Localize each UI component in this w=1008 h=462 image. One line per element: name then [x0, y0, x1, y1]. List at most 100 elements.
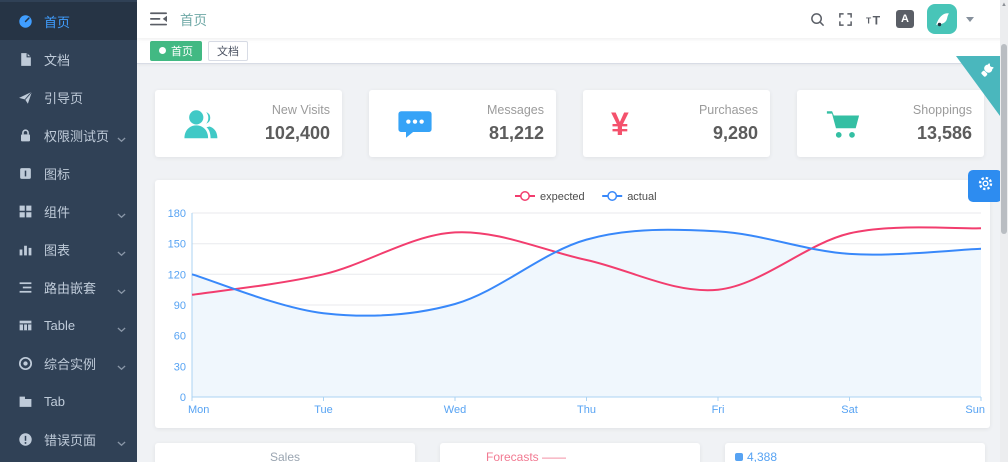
component-icon [18, 204, 33, 219]
sidebar-item-label: 文档 [44, 52, 71, 68]
tags-bar: 首页 文档 [137, 38, 1008, 64]
svg-text:actual: actual [627, 191, 656, 203]
chevron-down-icon [117, 435, 126, 450]
example-icon [18, 356, 33, 371]
stat-card-4[interactable]: Shoppings 13,586 [797, 90, 984, 157]
svg-text:150: 150 [168, 239, 186, 251]
people-icon [183, 108, 219, 140]
icons-icon [18, 166, 33, 181]
bottom-cards-row: Sales Forecasts —— 4,388 [155, 443, 1008, 462]
hamburger-icon[interactable] [137, 12, 180, 26]
bottom-card-1[interactable]: Sales [155, 443, 415, 462]
github-cat-icon[interactable] [977, 62, 996, 86]
bottom-card-text: Forecasts —— [440, 450, 700, 462]
svg-text:Tue: Tue [314, 404, 333, 416]
guide-icon [18, 90, 33, 105]
svg-text:Thu: Thu [577, 404, 596, 416]
money-yen-icon: ¥ [611, 105, 629, 142]
stat-card-value: 81,212 [488, 123, 544, 143]
stat-card-1[interactable]: New Visits 102,400 [155, 90, 342, 157]
github-ribbon[interactable] [956, 56, 1000, 116]
stat-card-label: Messages [487, 103, 544, 117]
stat-card-text: Purchases 9,280 [699, 103, 770, 144]
avatar[interactable] [927, 4, 957, 34]
legend-marker [735, 453, 743, 461]
sidebar-item-label: 路由嵌套 [44, 280, 97, 296]
stat-card-3[interactable]: ¥ Purchases 9,280 [583, 90, 770, 157]
language-icon[interactable]: A [896, 10, 914, 28]
error-page-icon [18, 432, 33, 447]
line-chart-card: 0 30 60 90 120 150 180 Mon Tue Wed Thu Fri Sat Sun exp… [155, 180, 990, 428]
svg-text:T: T [873, 13, 881, 26]
settings-button[interactable] [968, 170, 1002, 202]
stat-card-label: Purchases [698, 103, 758, 117]
bottom-card-3[interactable]: 4,388 [725, 443, 985, 462]
fullscreen-icon[interactable] [838, 12, 853, 27]
stat-card-value: 13,586 [916, 123, 972, 143]
scrollbar-thumb[interactable] [1001, 44, 1007, 234]
sidebar-item-5[interactable]: 图标 [0, 154, 137, 192]
breadcrumb[interactable]: 首页 [180, 13, 207, 28]
sidebar-item-label: 权限测试页 [44, 128, 110, 144]
sidebar-item-2[interactable]: 文档 [0, 40, 137, 78]
stat-card-text: New Visits 102,400 [265, 103, 342, 144]
svg-text:180: 180 [168, 208, 186, 220]
sidebar-item-4[interactable]: 权限测试页 [0, 116, 137, 154]
svg-text:Fri: Fri [712, 404, 725, 416]
stat-card-value: 9,280 [712, 123, 758, 143]
chart-icon [18, 242, 33, 257]
tag-1[interactable]: 首页 [150, 40, 202, 61]
tag-label: 首页 [171, 45, 193, 58]
caret-down-icon[interactable] [966, 16, 974, 22]
svg-text:Sun: Sun [965, 404, 985, 416]
sidebar-item-3[interactable]: 引导页 [0, 78, 137, 116]
bottom-card-2[interactable]: Forecasts —— [440, 443, 700, 462]
sidebar-item-9[interactable]: Table [0, 306, 137, 344]
svg-text:expected: expected [540, 191, 585, 203]
stat-cards-row: New Visits 102,400 Messages 81,212 ¥ Purchase… [155, 90, 1008, 157]
scroll-up-arrow[interactable]: ▲ [1001, 2, 1007, 8]
dashboard-icon [18, 14, 33, 29]
search-icon[interactable] [810, 12, 825, 27]
stat-card-text: Messages 81,212 [487, 103, 556, 144]
bottom-card-label: Forecasts —— [486, 450, 567, 462]
svg-text:120: 120 [168, 269, 186, 281]
sidebar-item-12[interactable]: 错误页面 [0, 420, 137, 458]
svg-text:Sat: Sat [841, 404, 858, 416]
sidebar-item-label: 图表 [44, 242, 71, 258]
sidebar-item-6[interactable]: 组件 [0, 192, 137, 230]
chevron-down-icon [117, 245, 126, 260]
sidebar-item-13[interactable]: 错误日志 [0, 458, 137, 462]
sidebar-item-label: 组件 [44, 204, 71, 220]
sidebar-item-1[interactable]: 首页 [0, 2, 137, 40]
svg-text:Mon: Mon [188, 404, 209, 416]
bottom-card-label: 4,388 [747, 450, 778, 462]
shopping-cart-icon [825, 108, 861, 140]
svg-text:60: 60 [174, 331, 186, 343]
svg-text:90: 90 [174, 300, 186, 312]
svg-text:Wed: Wed [444, 404, 466, 416]
svg-text:0: 0 [180, 392, 186, 404]
chevron-down-icon [117, 207, 126, 222]
stat-card-2[interactable]: Messages 81,212 [369, 90, 556, 157]
gear-icon [977, 175, 994, 197]
sidebar-item-label: 首页 [44, 14, 71, 30]
sidebar-item-10[interactable]: 综合实例 [0, 344, 137, 382]
table-icon [18, 318, 33, 333]
sidebar-item-8[interactable]: 路由嵌套 [0, 268, 137, 306]
tag-2[interactable]: 文档 [208, 40, 248, 61]
sidebar-item-label: 图标 [44, 166, 71, 182]
sidebar-item-7[interactable]: 图表 [0, 230, 137, 268]
sidebar-item-11[interactable]: Tab [0, 382, 137, 420]
tag-label: 文档 [217, 45, 239, 58]
content: New Visits 102,400 Messages 81,212 ¥ Purchase… [137, 64, 1008, 462]
bottom-card-label: Sales [269, 450, 301, 462]
sidebar-item-label: 错误页面 [44, 432, 97, 448]
page-scrollbar[interactable]: ▲ [1000, 0, 1008, 462]
tab-icon [18, 394, 33, 409]
bottom-card-text: 4,388 [725, 450, 985, 462]
